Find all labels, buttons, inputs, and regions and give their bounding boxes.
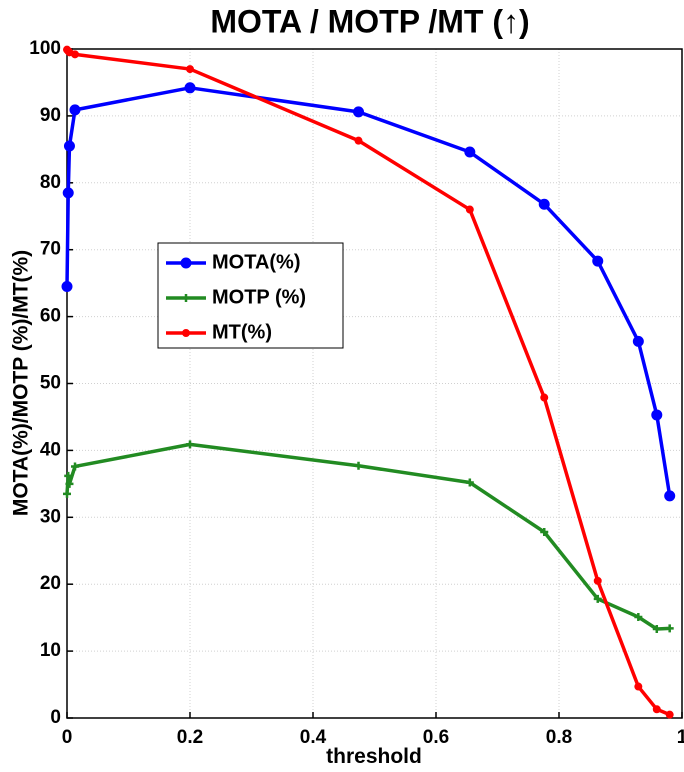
data-point	[652, 625, 661, 634]
legend-marker	[182, 294, 190, 302]
legend-label: MOTP (%)	[212, 286, 306, 308]
series-line	[65, 48, 671, 717]
data-point	[665, 624, 674, 633]
data-point	[70, 50, 79, 59]
y-tick-label: 30	[40, 506, 61, 527]
x-axis-label: threshold	[326, 745, 422, 768]
x-tick-label: 0.2	[177, 727, 203, 748]
data-point	[63, 140, 75, 152]
data-point	[186, 440, 194, 449]
data-point	[64, 471, 73, 480]
data-point	[593, 594, 602, 603]
data-point	[651, 409, 663, 421]
data-point	[63, 489, 71, 498]
data-point	[61, 280, 73, 292]
y-tick-label: 60	[40, 306, 61, 327]
data-point	[184, 82, 196, 94]
data-point	[354, 136, 363, 145]
data-point	[593, 576, 602, 585]
y-tick-label: 90	[40, 105, 61, 126]
data-point	[354, 461, 363, 470]
y-axis-label: MOTA(%)/MOTP (%)/MT(%)	[10, 250, 33, 516]
data-point	[186, 65, 194, 74]
y-tick-label: 100	[29, 38, 61, 59]
x-tick-label: 1	[677, 727, 684, 748]
chart-title: MOTA / MOTP /MT (↑)	[210, 3, 529, 39]
y-tick-label: 40	[40, 439, 61, 460]
data-point	[353, 106, 365, 118]
data-point	[465, 478, 474, 487]
plot-frame	[66, 48, 683, 719]
x-tick-label: 0.4	[300, 727, 327, 748]
legend-label: MT(%)	[212, 321, 272, 343]
y-tick-label: 0	[50, 707, 61, 728]
legend-marker	[182, 329, 190, 337]
data-point	[465, 205, 474, 214]
legend: MOTA(%) MOTP (%) MT(%)	[157, 242, 344, 349]
data-point	[634, 612, 643, 621]
data-point	[540, 393, 549, 402]
series-line	[65, 442, 670, 631]
data-point	[540, 528, 549, 537]
data-point	[665, 710, 674, 719]
x-tick-label: 0.6	[423, 727, 449, 748]
data-point	[634, 682, 643, 691]
x-tick-label: 0.8	[546, 727, 572, 748]
legend-marker	[180, 257, 192, 269]
data-point	[65, 479, 74, 488]
data-point	[538, 198, 550, 210]
legend-label: MOTA(%)	[212, 251, 301, 273]
data-point	[632, 335, 644, 347]
x-tick-label: 0	[62, 727, 73, 748]
y-tick-label: 20	[40, 573, 61, 594]
data-point	[70, 462, 79, 471]
series-line	[65, 86, 672, 497]
data-point	[592, 255, 604, 267]
data-point	[664, 490, 676, 502]
y-tick-label: 70	[40, 239, 61, 260]
data-point	[652, 705, 661, 714]
data-point	[69, 104, 81, 116]
y-tick-label: 50	[40, 373, 61, 394]
y-tick-label: 10	[40, 640, 61, 661]
data-point	[464, 146, 476, 158]
data-point	[62, 187, 74, 199]
y-tick-label: 80	[40, 172, 61, 193]
